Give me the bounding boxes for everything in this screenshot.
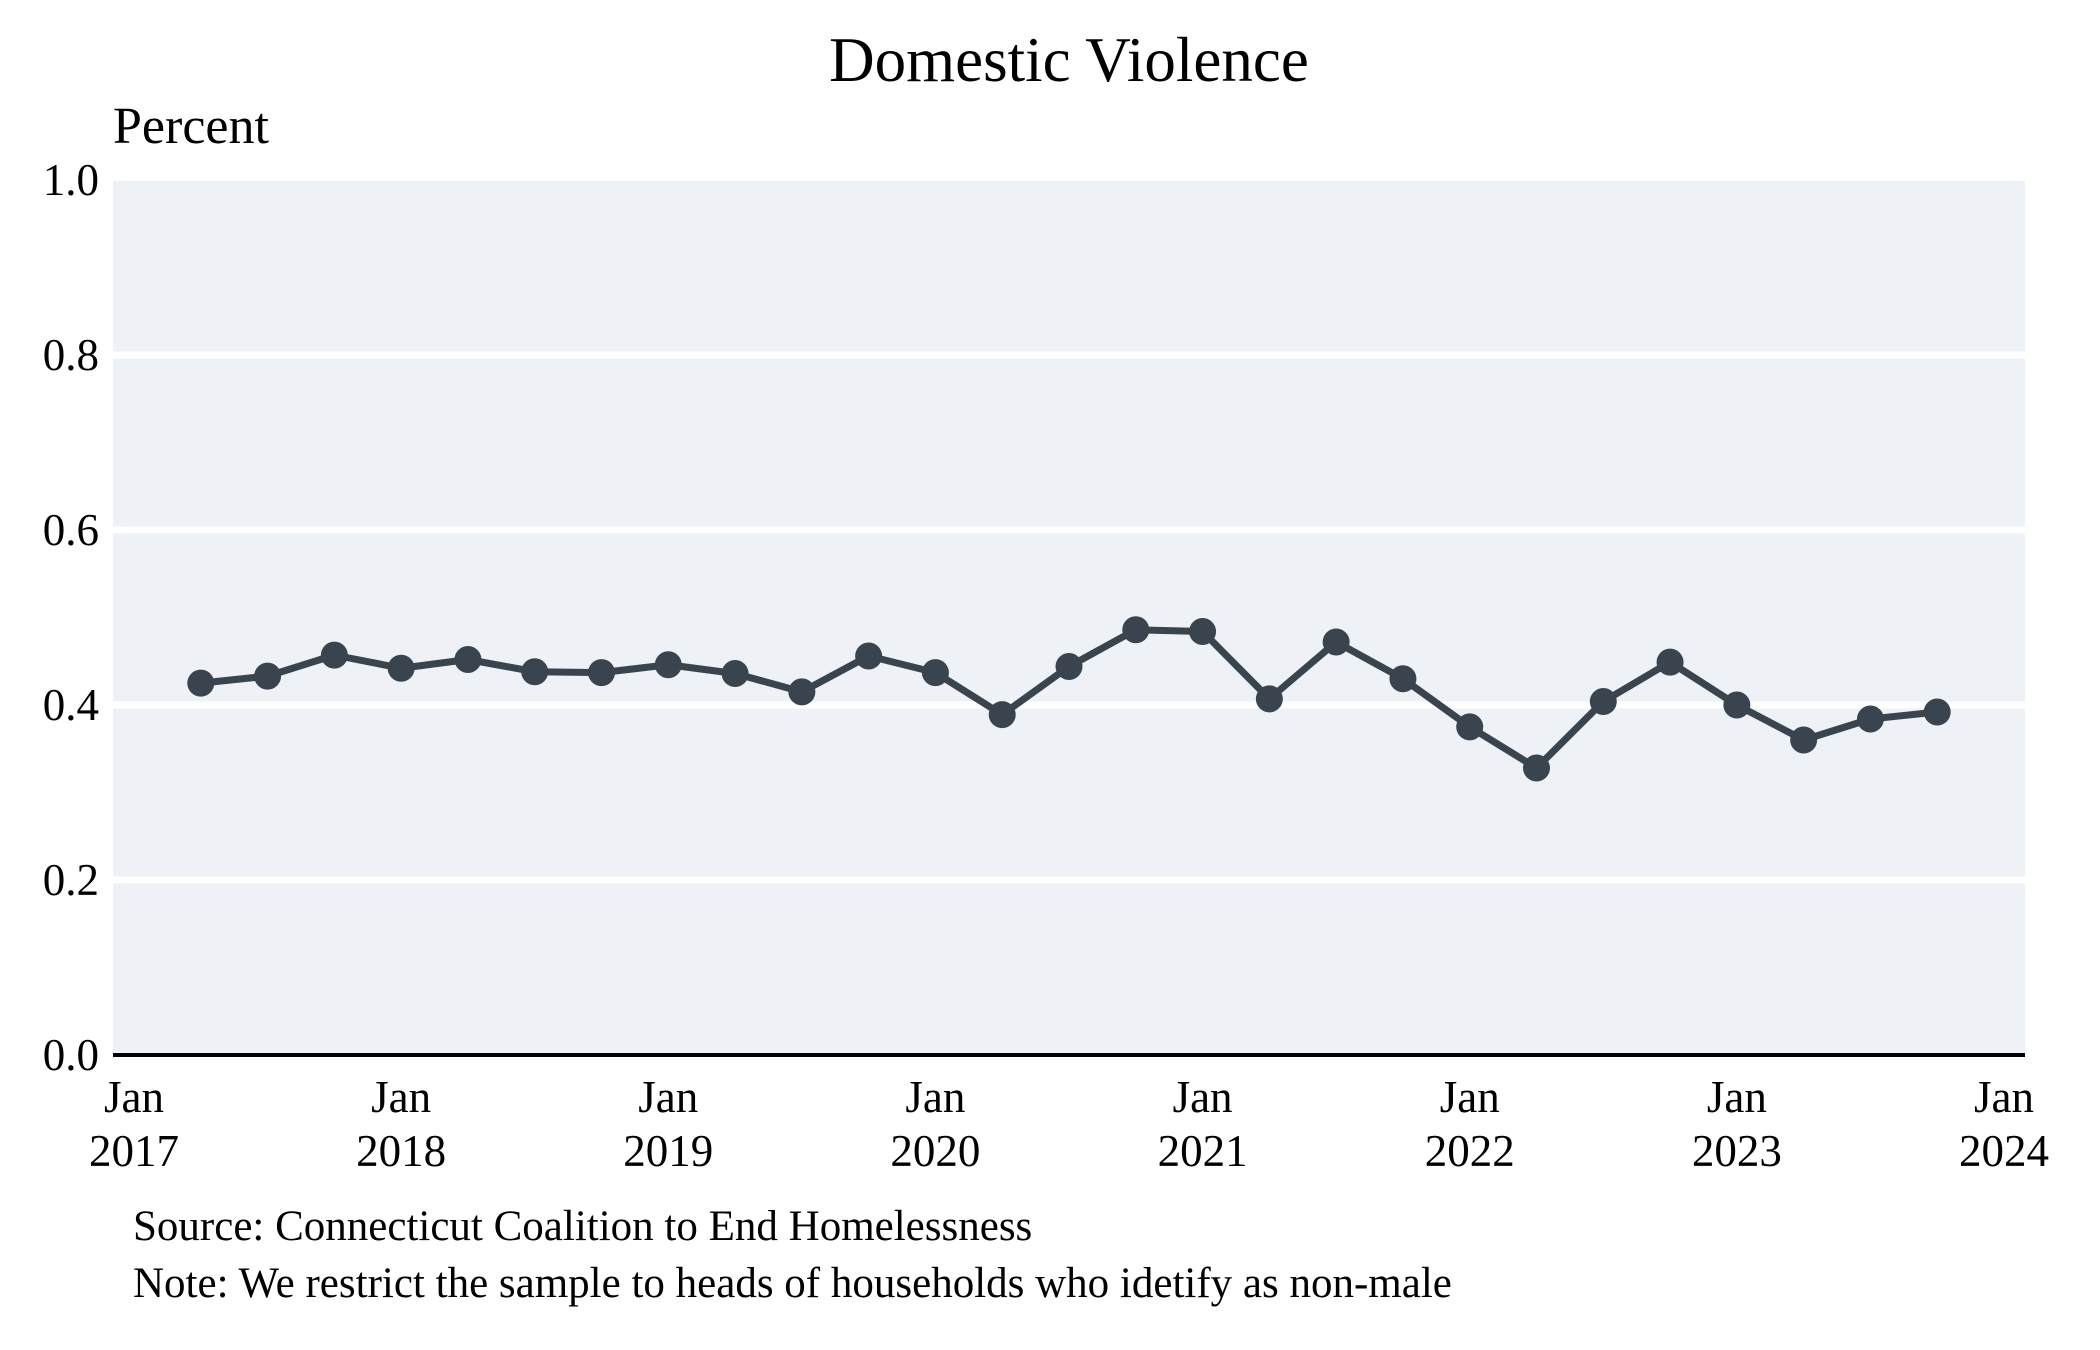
data-point: [788, 678, 816, 706]
data-line-svg: [113, 351, 2025, 884]
x-tick-year: 2017: [89, 1126, 179, 1176]
y-tick-label: 0.2: [42, 855, 99, 905]
x-tick-month: Jan: [638, 1072, 699, 1122]
data-point: [187, 669, 215, 697]
data-point: [1322, 628, 1350, 656]
x-tick-label: Jan 2018: [311, 1070, 491, 1178]
x-tick-label: Jan 2022: [1380, 1070, 1560, 1178]
x-tick-label: Jan 2023: [1647, 1070, 1827, 1178]
x-tick-year: 2018: [356, 1126, 447, 1176]
data-point: [1522, 754, 1550, 782]
data-point: [1723, 691, 1751, 719]
data-point: [1389, 665, 1417, 693]
x-tick-month: Jan: [1439, 1072, 1500, 1122]
chart-title: Domestic Violence: [829, 25, 1309, 95]
data-point: [1856, 705, 1884, 733]
data-point: [1255, 685, 1283, 713]
x-tick-month: Jan: [1973, 1072, 2034, 1122]
x-tick-year: 2024: [1958, 1126, 2049, 1176]
data-point: [254, 662, 282, 690]
x-tick-month: Jan: [1706, 1072, 1767, 1122]
data-point: [855, 642, 883, 670]
source-note: Source: Connecticut Coalition to End Hom…: [133, 1203, 1033, 1250]
data-point: [1456, 713, 1484, 741]
y-axis-title: Percent: [113, 98, 269, 155]
x-tick-year: 2022: [1424, 1126, 1515, 1176]
plot-area: [113, 181, 2025, 1053]
x-tick-month: Jan: [371, 1072, 432, 1122]
x-tick-label: Jan 2019: [578, 1070, 758, 1178]
data-point: [1055, 653, 1083, 680]
y-tick-label: 0.8: [42, 330, 99, 380]
data-point: [454, 646, 482, 673]
x-axis-line: [113, 1053, 2025, 1057]
data-point: [654, 651, 682, 679]
data-point: [921, 659, 949, 687]
data-point: [988, 701, 1016, 729]
x-tick-label: Jan 2017: [44, 1070, 224, 1178]
x-tick-year: 2019: [623, 1126, 714, 1176]
x-tick-month: Jan: [905, 1072, 966, 1122]
x-tick-label: Jan 2024: [1914, 1070, 2094, 1178]
y-tick-label: 0.6: [42, 505, 99, 555]
sample-note: Note: We restrict the sample to heads of…: [133, 1260, 1452, 1307]
data-point: [587, 659, 615, 687]
x-tick-year: 2020: [890, 1126, 981, 1176]
y-tick-label: 0.0: [42, 1030, 99, 1080]
x-tick-label: Jan 2021: [1113, 1070, 1293, 1178]
data-point: [1790, 726, 1818, 754]
data-point: [721, 660, 749, 687]
data-point: [1923, 698, 1951, 726]
data-point: [320, 641, 348, 669]
data-point: [387, 654, 415, 682]
x-tick-label: Jan 2020: [845, 1070, 1025, 1178]
data-point: [1189, 618, 1217, 645]
x-tick-year: 2021: [1157, 1126, 1248, 1176]
data-point: [1122, 616, 1150, 644]
y-tick-label: 1.0: [42, 155, 99, 205]
x-tick-month: Jan: [1172, 1072, 1233, 1122]
x-tick-month: Jan: [104, 1072, 164, 1122]
y-tick-label: 0.4: [42, 680, 99, 730]
x-tick-year: 2023: [1691, 1126, 1782, 1176]
data-point: [1656, 648, 1684, 676]
data-point: [521, 658, 549, 686]
data-point: [1589, 688, 1617, 715]
